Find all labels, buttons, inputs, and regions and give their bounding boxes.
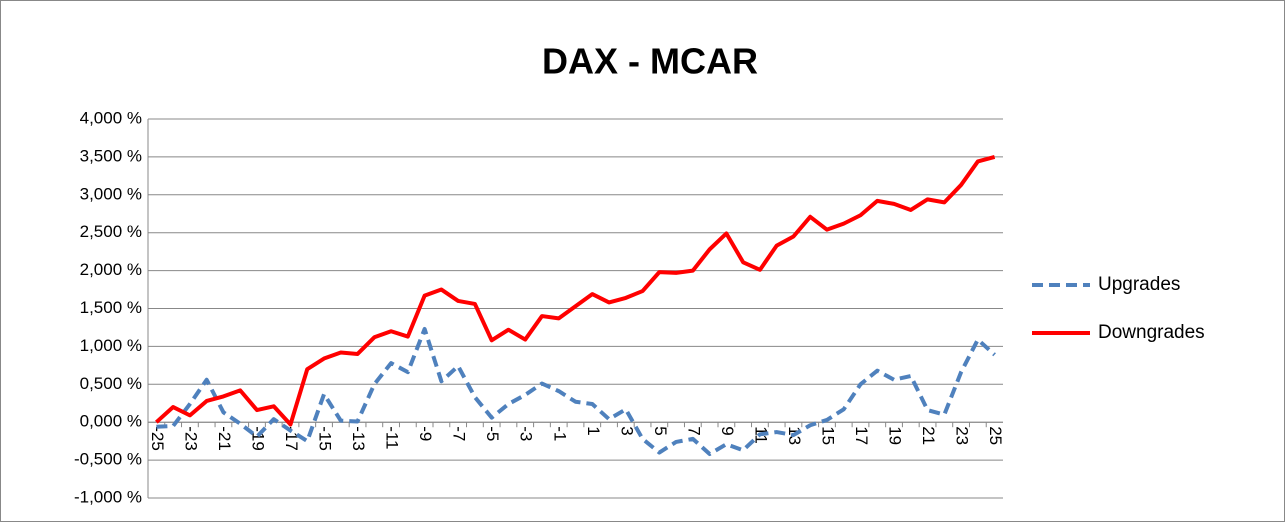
x-tick-label: -17 bbox=[282, 426, 301, 451]
y-tick-label: 3,000 % bbox=[80, 184, 142, 203]
x-tick-label: -15 bbox=[316, 426, 335, 451]
x-tick-label: 5 bbox=[651, 426, 670, 435]
x-tick-label: 7 bbox=[684, 426, 703, 435]
x-tick-label: -23 bbox=[181, 426, 200, 451]
x-tick-label: 23 bbox=[953, 426, 972, 445]
x-tick-label: -25 bbox=[148, 426, 167, 451]
y-tick-label: 2,000 % bbox=[80, 260, 142, 279]
y-tick-label: 4,000 % bbox=[80, 108, 142, 127]
x-tick-label: 25 bbox=[986, 426, 1005, 445]
x-tick-label: -5 bbox=[483, 426, 502, 441]
x-tick-label: -7 bbox=[450, 426, 469, 441]
y-tick-label: 0,500 % bbox=[80, 374, 142, 393]
x-tick-label: -3 bbox=[517, 426, 536, 441]
x-tick-label: 9 bbox=[718, 426, 737, 435]
y-tick-label: 3,500 % bbox=[80, 146, 142, 165]
x-tick-label: 3 bbox=[617, 426, 636, 435]
x-tick-label: 19 bbox=[886, 426, 905, 445]
x-tick-label: 15 bbox=[818, 426, 837, 445]
y-tick-label: 1,000 % bbox=[80, 336, 142, 355]
y-tick-label: 2,500 % bbox=[80, 222, 142, 241]
series-line bbox=[156, 326, 996, 457]
y-tick-label: -1,000 % bbox=[74, 487, 142, 506]
y-tick-label: -0,500 % bbox=[74, 450, 142, 469]
x-tick-label: -13 bbox=[349, 426, 368, 451]
legend-label: Upgrades bbox=[1098, 274, 1180, 295]
chart-title: DAX - MCAR bbox=[542, 41, 758, 82]
series-line bbox=[155, 154, 996, 427]
x-tick-label: 1 bbox=[584, 426, 603, 435]
legend-label: Downgrades bbox=[1098, 322, 1205, 343]
x-tick-label: -9 bbox=[416, 426, 435, 441]
y-tick-label: 1,500 % bbox=[80, 298, 142, 317]
x-tick-label: 21 bbox=[919, 426, 938, 445]
x-tick-label: -11 bbox=[383, 426, 402, 449]
x-tick-label: 17 bbox=[852, 426, 871, 445]
y-tick-label: 0,000 % bbox=[80, 412, 142, 431]
x-tick-label: -1 bbox=[550, 426, 569, 441]
x-tick-label: -21 bbox=[215, 426, 234, 451]
